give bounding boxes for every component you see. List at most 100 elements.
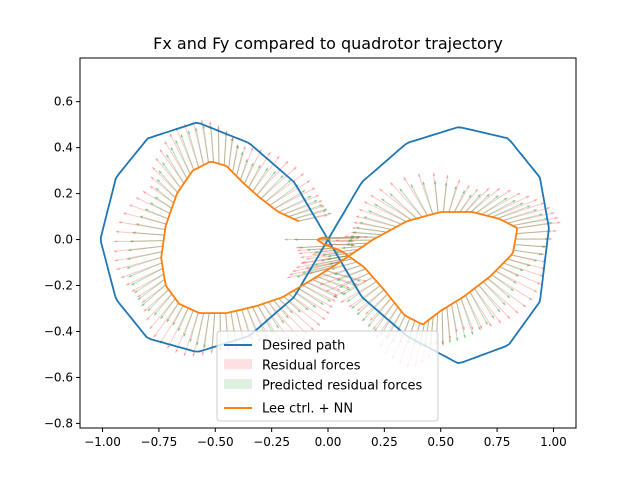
predicted-force-arrow-head	[127, 257, 131, 261]
predicted-force-arrow	[211, 313, 216, 350]
predicted-force-arrow-head	[422, 181, 426, 185]
residual-force-arrow	[495, 270, 538, 293]
residual-force-arrow-head	[312, 252, 316, 256]
residual-force-arrow-head	[462, 326, 466, 331]
predicted-force-arrow	[346, 242, 368, 245]
predicted-force-arrow-head	[510, 287, 514, 291]
predicted-force-arrow-head	[351, 243, 355, 247]
predicted-force-arrow	[236, 151, 244, 177]
predicted-force-arrow-head	[323, 208, 328, 212]
residual-force-arrow-head	[118, 220, 123, 224]
predicted-force-arrow	[478, 284, 501, 313]
residual-force-arrow	[465, 295, 483, 330]
residual-force-arrow	[175, 127, 195, 171]
predicted-force-arrow-head	[162, 162, 166, 166]
predicted-force-arrow	[487, 278, 511, 299]
residual-force-arrow-head	[167, 345, 171, 349]
residual-force-arrow-head	[335, 238, 339, 242]
predicted-force-arrow	[355, 227, 387, 233]
predicted-force-arrow	[481, 197, 508, 215]
residual-force-arrow	[175, 310, 194, 353]
residual-force-arrow	[116, 256, 162, 271]
x-tick-label: 1.00	[540, 435, 567, 449]
residual-force-arrow-head	[114, 258, 118, 262]
predicted-force-arrow	[183, 310, 194, 337]
predicted-force-arrow	[278, 298, 294, 314]
residual-force-arrow-head	[175, 349, 179, 353]
predicted-force-arrow-head	[320, 258, 325, 262]
predicted-force-arrow	[368, 210, 402, 225]
residual-force-arrow-head	[418, 173, 422, 178]
predicted-force-arrow-head	[264, 167, 268, 172]
residual-force-arrow-head	[310, 326, 314, 331]
residual-force-arrow	[184, 123, 200, 168]
residual-force-arrow-head	[345, 285, 350, 289]
residual-force-arrow	[460, 298, 474, 331]
predicted-force-arrow-head	[538, 252, 543, 256]
residual-force-arrow-head	[543, 244, 547, 249]
residual-force-arrow	[131, 273, 165, 293]
residual-force-arrow	[309, 261, 358, 275]
residual-force-arrow	[278, 194, 320, 213]
predicted-force-arrow	[470, 193, 491, 213]
residual-force-arrow-head	[370, 195, 375, 199]
predicted-force-arrow	[260, 174, 284, 200]
predicted-force-arrow-head	[519, 268, 524, 272]
predicted-force-arrow	[130, 240, 164, 242]
predicted-force-arrow	[342, 276, 374, 296]
residual-force-arrow	[503, 262, 544, 277]
predicted-force-arrow	[442, 182, 447, 213]
predicted-force-arrow-head	[334, 250, 339, 254]
residual-force-arrow	[314, 264, 362, 280]
residual-force-arrow-head	[352, 226, 356, 230]
predicted-force-arrow	[516, 230, 551, 235]
predicted-force-arrow	[288, 204, 323, 218]
predicted-force-arrow-head	[341, 246, 346, 250]
predicted-force-arrow-head	[346, 287, 351, 291]
predicted-force-arrow	[297, 287, 324, 306]
y-tick-label: −0.2	[44, 279, 73, 293]
predicted-force-arrow-head	[359, 221, 363, 225]
residual-force-arrow	[323, 243, 355, 246]
residual-force-arrow-head	[149, 186, 154, 190]
residual-force-arrow	[511, 254, 546, 263]
predicted-force-arrow	[134, 273, 165, 294]
legend-swatch-predicted	[224, 379, 252, 389]
residual-force-arrow	[201, 119, 210, 163]
predicted-force-arrow-head	[357, 278, 361, 282]
predicted-force-arrow-head	[348, 238, 352, 242]
residual-force-arrow	[492, 198, 538, 218]
residual-force-arrow	[296, 245, 329, 249]
residual-force-arrow	[513, 249, 545, 255]
residual-force-arrow-head	[242, 146, 246, 150]
predicted-force-arrow-head	[305, 306, 309, 311]
residual-force-arrow	[260, 166, 297, 200]
predicted-force-arrow-head	[368, 323, 372, 327]
predicted-force-arrow	[302, 284, 332, 302]
residual-force-arrow	[288, 205, 325, 218]
residual-force-arrow-head	[302, 260, 306, 264]
predicted-force-arrow-head	[250, 162, 254, 167]
residual-force-arrow	[292, 290, 330, 315]
residual-force-arrow-head	[298, 251, 303, 255]
predicted-force-arrow	[147, 289, 169, 312]
predicted-force-arrow-head	[506, 294, 511, 299]
predicted-force-arrow	[248, 164, 261, 188]
predicted-force-arrow-head	[202, 125, 206, 129]
predicted-force-arrow-head	[327, 298, 331, 302]
predicted-force-arrow	[469, 291, 488, 326]
residual-force-arrow	[433, 172, 439, 213]
predicted-force-arrow	[475, 195, 500, 214]
residual-force-arrow	[223, 130, 228, 166]
predicted-force-arrow-head	[160, 315, 164, 319]
residual-force-arrow-head	[142, 299, 146, 303]
residual-force-arrow	[502, 207, 551, 222]
residual-force-arrow-head	[123, 212, 127, 216]
residual-force-arrow-head	[554, 216, 558, 220]
residual-force-arrow	[297, 247, 334, 251]
residual-force-arrow	[201, 313, 210, 356]
predicted-force-arrow-head	[342, 291, 347, 295]
residual-force-arrow	[115, 231, 165, 236]
predicted-force-arrow-head	[461, 190, 465, 194]
